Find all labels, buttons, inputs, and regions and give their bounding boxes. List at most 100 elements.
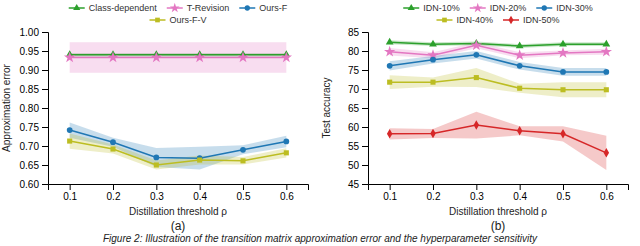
x-tick-label: 0.3: [150, 191, 164, 202]
x-tick-mark: [156, 184, 157, 190]
x-axis-line: [49, 185, 309, 191]
x-tick-mark: [390, 184, 391, 190]
data-point: [110, 146, 115, 151]
data-point: [474, 120, 479, 129]
data-point: [516, 42, 524, 49]
x-tick-label: 0.1: [383, 191, 397, 202]
x-tick: 0.3: [150, 184, 164, 202]
y-tick: 45: [348, 179, 368, 190]
y-tick: 0.80: [20, 103, 48, 114]
y-tick-mark: [362, 127, 368, 128]
series-line: [70, 130, 287, 158]
x-tick-mark: [286, 184, 287, 190]
error-band: [390, 40, 607, 48]
x-tick-label: 0.2: [107, 191, 121, 202]
legend-marker: [542, 5, 547, 10]
x-axis-title: Distillation threshold ρ: [129, 206, 227, 217]
legend-marker: [170, 3, 180, 12]
data-point: [67, 127, 73, 133]
x-tick-label: 0.6: [600, 191, 614, 202]
data-point: [283, 139, 289, 145]
series-line: [390, 42, 607, 46]
y-tick: 0.85: [20, 84, 48, 95]
x-tick: 0.5: [237, 184, 251, 202]
x-axis: 0.10.20.30.40.50.6: [369, 184, 629, 202]
data-point: [471, 39, 482, 50]
panel-label: (b): [491, 219, 506, 233]
y-tick: 75: [348, 65, 368, 76]
y-tick-mark: [42, 108, 48, 109]
series-line: [390, 78, 607, 90]
series-line: [390, 125, 607, 153]
data-point: [560, 87, 565, 92]
y-tick-label: 0.90: [20, 65, 40, 76]
y-tick-label: 0.60: [20, 179, 40, 190]
legend-item: IDN-50%: [503, 15, 560, 25]
legend-item: Class-dependent: [69, 3, 158, 13]
y-axis-title: Test accuracy: [321, 77, 332, 138]
legend-label: T-Revision: [187, 3, 230, 13]
figure: Class-dependentT-RevisionOurs-FOurs-F-V0…: [0, 0, 640, 246]
x-tick-label: 0.5: [557, 191, 571, 202]
data-point: [557, 47, 568, 58]
x-tick-label: 0.1: [63, 191, 77, 202]
y-tick-label: 45: [348, 179, 360, 190]
legend-label: IDN-40%: [456, 15, 493, 25]
legend-label: Ours-F: [259, 3, 288, 13]
plot: 0.10.20.30.40.50.6455055606570758085Dist…: [321, 27, 629, 233]
legend-marker: [73, 4, 80, 10]
data-point: [517, 126, 522, 135]
x-tick-mark: [200, 184, 201, 190]
y-tick-label: 60: [348, 122, 360, 133]
data-point: [387, 129, 392, 138]
data-point: [64, 51, 75, 62]
legend-item: IDN-30%: [536, 3, 593, 13]
y-axis-title: Approximation error: [1, 63, 12, 151]
data-point: [237, 51, 248, 62]
y-tick-label: 55: [348, 141, 360, 152]
x-tick: 0.4: [193, 184, 207, 202]
data-point: [601, 46, 612, 57]
series-line: [70, 57, 287, 59]
y-tick: 0.70: [20, 141, 48, 152]
data-point: [281, 51, 292, 62]
y-tick-mark: [362, 70, 368, 71]
data-point: [560, 69, 566, 75]
x-tick: 0.3: [470, 184, 484, 202]
y-tick-mark: [42, 89, 48, 90]
x-tick-label: 0.4: [193, 191, 207, 202]
error-band: [70, 42, 287, 72]
y-tick-mark: [42, 32, 48, 33]
y-tick-mark: [362, 165, 368, 166]
y-tick-label: 0.85: [20, 84, 40, 95]
panel: IDN-10%IDN-20%IDN-30%IDN-40%IDN-50%0.10.…: [321, 3, 629, 233]
y-tick-label: 0.70: [20, 141, 40, 152]
legend-marker: [473, 3, 483, 12]
y-tick: 0.75: [20, 122, 48, 133]
y-axis: 0.60 0.65 0.70 0.75 0.80 0.85 0.90 0.95 1.00: [20, 27, 49, 190]
y-tick-label: 0.65: [20, 160, 40, 171]
x-tick: 0.6: [280, 184, 294, 202]
y-tick-mark: [42, 165, 48, 166]
series-line: [70, 54, 287, 56]
data-point: [514, 49, 525, 60]
x-tick: 0.1: [383, 184, 397, 202]
data-point: [517, 63, 523, 69]
data-point: [151, 51, 162, 62]
data-point: [559, 40, 567, 47]
caption: Figure 2: Illustration of the transition…: [103, 233, 538, 244]
y-tick-label: 50: [348, 160, 360, 171]
x-tick-mark: [606, 184, 607, 190]
chart-container: Class-dependentT-RevisionOurs-FOurs-F-V0…: [0, 0, 640, 246]
y-tick-label: 0.75: [20, 122, 40, 133]
y-tick-label: 0.95: [20, 46, 40, 57]
legend-item: Ours-F: [239, 3, 288, 13]
error-band: [390, 112, 607, 170]
y-tick-mark: [42, 184, 48, 185]
y-tick: 1.00: [20, 27, 48, 38]
y-tick-mark: [42, 146, 48, 147]
x-tick: 0.5: [557, 184, 571, 202]
y-tick-label: 0.80: [20, 103, 40, 114]
x-tick-mark: [243, 184, 244, 190]
data-point: [474, 75, 479, 80]
